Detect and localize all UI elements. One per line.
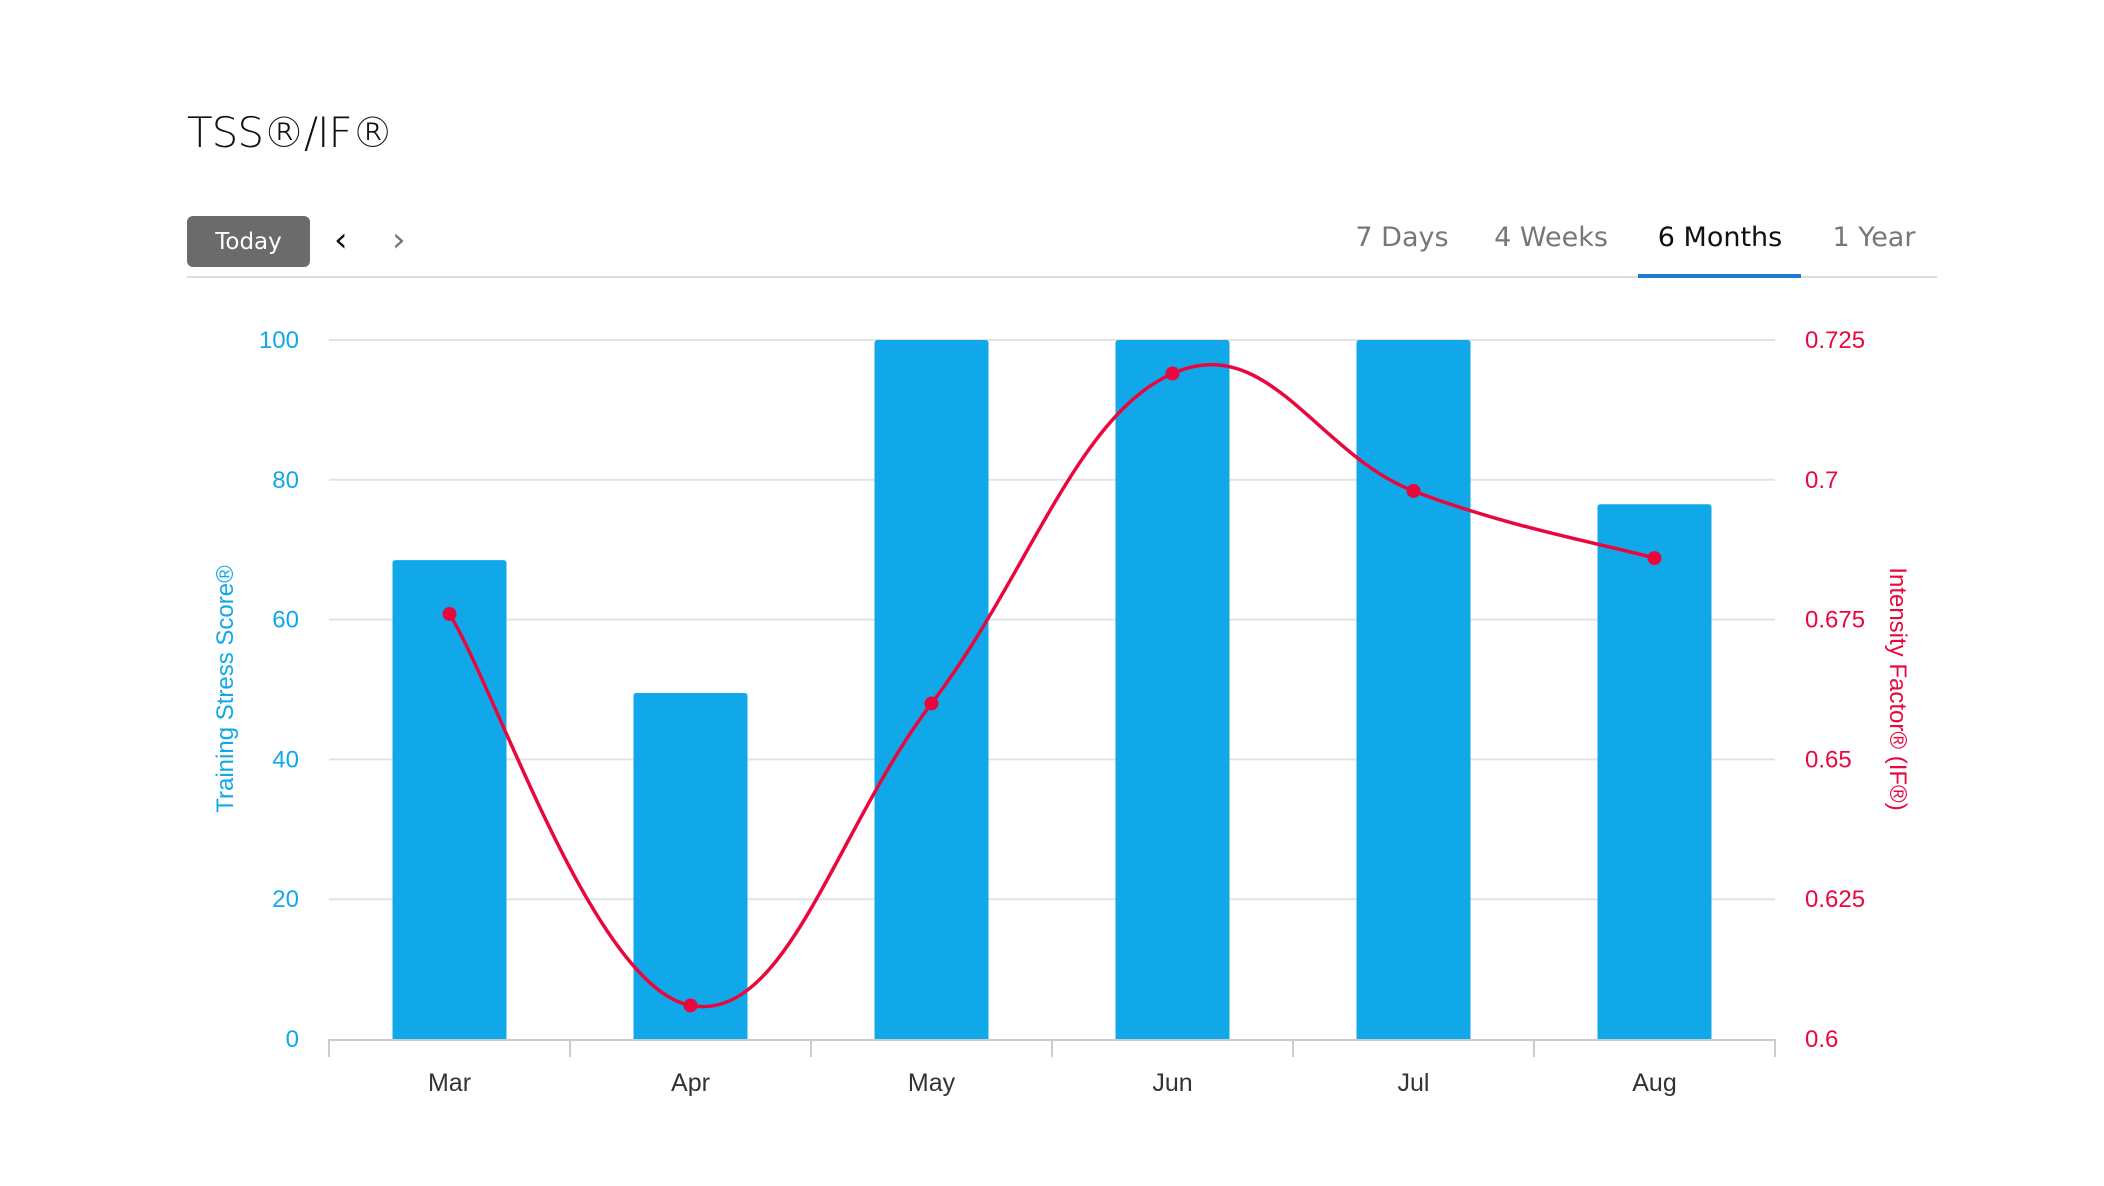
if-point-mar bbox=[442, 607, 457, 622]
chevron-right-icon[interactable]: › bbox=[392, 220, 406, 260]
x-tick-label: Apr bbox=[671, 1069, 710, 1097]
tab-divider bbox=[187, 276, 1937, 278]
x-tick-label: Aug bbox=[1632, 1069, 1676, 1097]
y-left-tick-label: 60 bbox=[272, 607, 299, 634]
active-tab-indicator bbox=[1638, 274, 1801, 278]
if-line bbox=[448, 363, 1655, 1009]
bar-mar bbox=[392, 560, 507, 1039]
bar-jun bbox=[1115, 340, 1230, 1039]
tab-4-weeks[interactable]: 4 Weeks bbox=[1494, 222, 1608, 253]
if-point-apr bbox=[683, 998, 698, 1013]
today-button[interactable]: Today bbox=[187, 216, 310, 267]
y-right-tick-label: 0.7 bbox=[1805, 467, 1838, 494]
y-right-tick-label: 0.725 bbox=[1805, 327, 1865, 354]
bar-may bbox=[874, 340, 989, 1039]
y-right-tick-label: 0.675 bbox=[1805, 607, 1865, 634]
x-tick-label: Mar bbox=[428, 1069, 471, 1097]
y-axis-left-title: Training Stress Score® bbox=[212, 565, 239, 813]
y-right-tick-label: 0.6 bbox=[1805, 1026, 1838, 1053]
chevron-left-icon[interactable]: ‹ bbox=[334, 220, 348, 260]
if-point-jun bbox=[1165, 366, 1180, 381]
if-point-jul bbox=[1406, 483, 1421, 498]
x-tick-label: May bbox=[908, 1069, 956, 1097]
x-tick-label: Jun bbox=[1152, 1069, 1192, 1097]
y-left-tick-label: 20 bbox=[272, 886, 299, 913]
y-right-tick-label: 0.65 bbox=[1805, 746, 1852, 773]
page-title: TSS®/IF® bbox=[187, 108, 394, 157]
if-point-may bbox=[924, 696, 939, 711]
y-left-tick-label: 100 bbox=[259, 327, 299, 354]
y-left-tick-label: 0 bbox=[286, 1026, 299, 1053]
if-point-aug bbox=[1647, 551, 1662, 566]
tab-1-year[interactable]: 1 Year bbox=[1832, 222, 1916, 253]
bar-jul bbox=[1356, 340, 1471, 1039]
x-tick-label: Jul bbox=[1398, 1069, 1430, 1097]
bar-aug bbox=[1597, 504, 1712, 1039]
bar-apr bbox=[633, 692, 748, 1039]
y-axis-right-title: Intensity Factor® (IF®) bbox=[1884, 567, 1911, 810]
tab-6-months[interactable]: 6 Months bbox=[1657, 222, 1783, 253]
tab-7-days[interactable]: 7 Days bbox=[1355, 222, 1449, 253]
y-right-tick-label: 0.625 bbox=[1805, 886, 1865, 913]
y-left-tick-label: 80 bbox=[272, 467, 299, 494]
y-left-tick-label: 40 bbox=[272, 746, 299, 773]
